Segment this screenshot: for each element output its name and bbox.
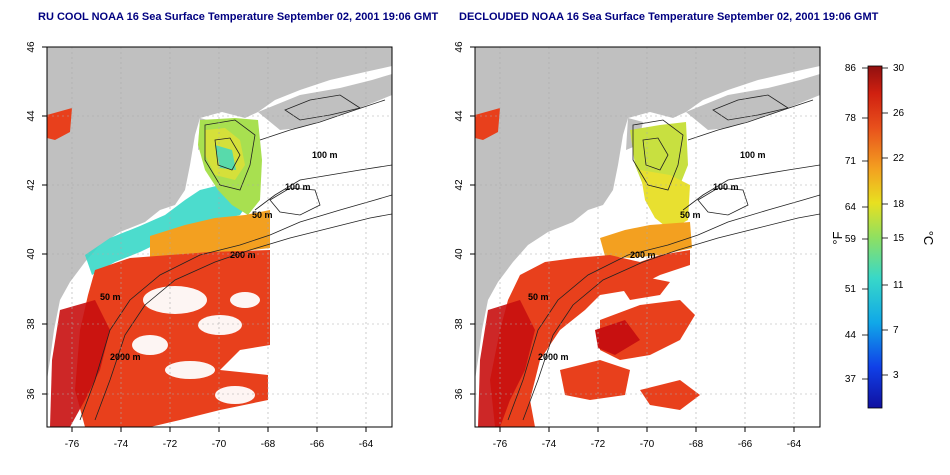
c-tick-label: 22 bbox=[893, 153, 905, 164]
x-tick-label: -72 bbox=[163, 439, 178, 450]
x-tick-label: -76 bbox=[65, 439, 80, 450]
y-tick-label: 36 bbox=[26, 388, 37, 400]
colorbar: 86 78 71 64 59 51 44 37 30 26 22 18 15 1… bbox=[830, 63, 936, 409]
y-tick-label: 44 bbox=[26, 110, 37, 122]
left-map-title: RU COOL NOAA 16 Sea Surface Temperature … bbox=[38, 11, 439, 23]
f-tick-label: 44 bbox=[845, 330, 857, 341]
contour-label: 200 m bbox=[230, 250, 256, 260]
right-map-title: DECLOUDED NOAA 16 Sea Surface Temperatur… bbox=[459, 11, 879, 23]
c-tick-label: 11 bbox=[893, 280, 904, 291]
x-tick-label: -66 bbox=[310, 439, 325, 450]
right-map: 100 m 100 m 50 m 200 m 50 m 2000 m -76 - bbox=[454, 41, 821, 450]
contour-label: 100 m bbox=[713, 182, 739, 192]
y-tick-label: 42 bbox=[454, 179, 465, 191]
c-tick-label: 3 bbox=[893, 370, 899, 381]
colorbar-gradient bbox=[867, 65, 883, 409]
y-tick-label: 40 bbox=[454, 248, 465, 260]
y-tick-label: 36 bbox=[454, 388, 465, 400]
f-tick-label: 71 bbox=[845, 156, 857, 167]
x-tick-label: -68 bbox=[261, 439, 276, 450]
land-mass bbox=[258, 74, 392, 130]
c-tick-label: 30 bbox=[893, 63, 905, 74]
x-tick-label: -74 bbox=[114, 439, 129, 450]
sst-warm bbox=[75, 250, 270, 427]
contour-label: 50 m bbox=[252, 210, 273, 220]
f-tick-label: 51 bbox=[845, 284, 857, 295]
contour-label: 50 m bbox=[680, 210, 701, 220]
y-tick-label: 38 bbox=[454, 318, 465, 330]
y-tick-label: 40 bbox=[26, 248, 37, 260]
fahrenheit-axis-label: °F bbox=[830, 231, 845, 244]
c-tick-label: 18 bbox=[893, 199, 905, 210]
land-mass bbox=[475, 47, 820, 380]
x-tick-label: -74 bbox=[542, 439, 557, 450]
celsius-axis-label: °C bbox=[921, 231, 936, 246]
contour-label: 50 m bbox=[528, 292, 549, 302]
x-tick-label: -72 bbox=[591, 439, 606, 450]
contour-label: 100 m bbox=[285, 182, 311, 192]
c-tick-label: 15 bbox=[893, 233, 905, 244]
x-tick-label: -64 bbox=[787, 439, 802, 450]
y-tick-label: 42 bbox=[26, 179, 37, 191]
land-mass bbox=[686, 74, 820, 130]
c-tick-label: 26 bbox=[893, 108, 905, 119]
f-tick-label: 78 bbox=[845, 113, 857, 124]
c-tick-label: 7 bbox=[893, 325, 899, 336]
x-tick-label: -64 bbox=[359, 439, 374, 450]
contour-label: 50 m bbox=[100, 292, 121, 302]
x-tick-label: -66 bbox=[738, 439, 753, 450]
x-tick-label: -76 bbox=[493, 439, 508, 450]
sst-mid bbox=[150, 210, 270, 262]
f-tick-label: 59 bbox=[845, 234, 857, 245]
x-tick-label: -70 bbox=[212, 439, 227, 450]
y-tick-label: 46 bbox=[454, 41, 465, 53]
contour-label: 100 m bbox=[740, 150, 766, 160]
contour-label: 200 m bbox=[630, 250, 656, 260]
f-tick-label: 86 bbox=[845, 63, 857, 74]
sst-warm bbox=[490, 250, 690, 427]
sst-cold bbox=[85, 185, 250, 275]
sst-mid bbox=[600, 222, 692, 258]
land-mass bbox=[47, 47, 392, 380]
x-tick-label: -70 bbox=[640, 439, 655, 450]
f-tick-label: 37 bbox=[845, 374, 857, 385]
x-tick-label: -68 bbox=[689, 439, 704, 450]
contour-label: 2000 m bbox=[538, 352, 569, 362]
y-tick-label: 38 bbox=[26, 318, 37, 330]
left-map: 100 m 100 m 50 m 200 m 50 m 2000 m -76 bbox=[26, 41, 393, 450]
f-tick-label: 64 bbox=[845, 202, 857, 213]
y-tick-label: 46 bbox=[26, 41, 37, 53]
contour-label: 2000 m bbox=[110, 352, 141, 362]
y-tick-label: 44 bbox=[454, 110, 465, 122]
contour-label: 100 m bbox=[312, 150, 338, 160]
